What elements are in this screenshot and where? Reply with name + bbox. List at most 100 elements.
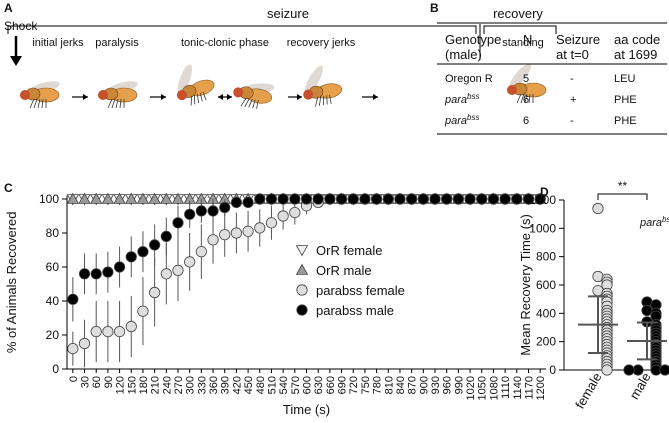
legend-marker (295, 245, 309, 257)
marker (370, 193, 383, 205)
x-tick-label: 690 (337, 376, 349, 394)
significance-bracket (597, 193, 648, 200)
marker (171, 192, 185, 204)
marker (242, 225, 254, 237)
legend-marker (295, 263, 309, 275)
marker (78, 268, 91, 280)
fly-head (176, 90, 187, 101)
fly-leg (119, 98, 122, 109)
marker (101, 192, 115, 204)
x-tick-label: 450 (243, 376, 255, 394)
y-axis-title: % of Animals Recovered (4, 211, 19, 353)
legend-marker (296, 284, 308, 296)
text-superscript: bss (467, 113, 479, 122)
x-tick-label: 810 (383, 376, 395, 394)
table-cell: Oregon R (445, 73, 493, 85)
marker (125, 251, 137, 263)
marker (230, 196, 243, 208)
fly-wing (509, 63, 532, 90)
text-superscript: bss (662, 215, 669, 224)
x-tick-label: 180 (138, 376, 150, 394)
x-tick-label: 1050 (477, 376, 489, 400)
y-tick-label: 600 (536, 278, 556, 292)
marker (90, 325, 102, 338)
fly-leg (115, 98, 119, 109)
marker (207, 234, 219, 246)
x-tick-label: 0 (68, 376, 80, 382)
table-cell: parabss (444, 113, 479, 128)
marker (406, 193, 418, 205)
marker (359, 193, 371, 205)
fly (176, 64, 215, 106)
marker (184, 208, 196, 220)
table-header: (male) (445, 47, 482, 62)
x-tick-label: 1200 (535, 376, 547, 400)
shock-arrowhead (10, 56, 22, 66)
series (67, 193, 546, 322)
dot (601, 364, 613, 376)
series (67, 193, 546, 368)
y-tick-label: 0 (52, 362, 59, 376)
marker (230, 227, 243, 239)
marker (78, 192, 91, 204)
marker (113, 192, 126, 204)
table-header: N (523, 32, 532, 47)
y-tick-label: 40 (46, 294, 60, 308)
marker (265, 217, 278, 229)
marker (312, 193, 324, 205)
marker (476, 193, 488, 205)
x-tick-label: 300 (185, 376, 197, 394)
table-cell: LEU (614, 73, 635, 85)
x-tick-label: 630 (313, 376, 325, 394)
flow-arrowhead (83, 94, 88, 100)
dot (623, 364, 635, 376)
marker (242, 196, 254, 208)
marker (464, 193, 476, 205)
table-cell: - (570, 115, 574, 127)
marker (534, 193, 546, 205)
marker (67, 293, 79, 305)
y-tick-label: 200 (536, 335, 556, 349)
flow-arrowhead (373, 94, 378, 100)
marker (113, 261, 126, 273)
fly-head (98, 90, 108, 100)
table-cell: - (570, 73, 574, 85)
marker (335, 193, 348, 205)
annotation: parabss (639, 215, 669, 230)
x-tick-label: 930 (430, 376, 442, 394)
marker (347, 193, 359, 205)
legend-label: parabss female (316, 283, 405, 298)
table-cell: 6 (523, 94, 529, 106)
marker (160, 230, 172, 242)
marker (511, 193, 523, 205)
x-tick-label: 750 (360, 376, 372, 394)
fly (20, 81, 60, 109)
marker (452, 193, 464, 205)
x-tick-label: 270 (173, 376, 185, 394)
marker (429, 193, 441, 205)
marker (67, 342, 79, 355)
fly-leg (326, 95, 328, 105)
marker (90, 268, 102, 280)
x-tick-label: 960 (442, 376, 454, 394)
x-tick-label: 90 (103, 376, 115, 388)
fly-illustrations (20, 63, 547, 109)
marker (265, 193, 278, 205)
marker (219, 201, 231, 214)
table-cell: parabss (444, 92, 479, 107)
table-header: at 1699 (614, 47, 657, 62)
x-tick-label: 660 (325, 376, 337, 394)
marker (300, 193, 313, 205)
fly-leg (107, 98, 113, 109)
fly-wing (304, 65, 323, 94)
x-tick-label: 720 (348, 376, 360, 394)
table-header: Seizure (556, 32, 600, 47)
marker (149, 286, 161, 299)
x-tick-label: 480 (255, 376, 267, 394)
text-superscript: bss (467, 92, 479, 101)
marker (254, 193, 266, 205)
stage-label: tonic-clonic phase (181, 37, 269, 49)
marker (487, 193, 500, 205)
legend-marker (296, 304, 308, 316)
